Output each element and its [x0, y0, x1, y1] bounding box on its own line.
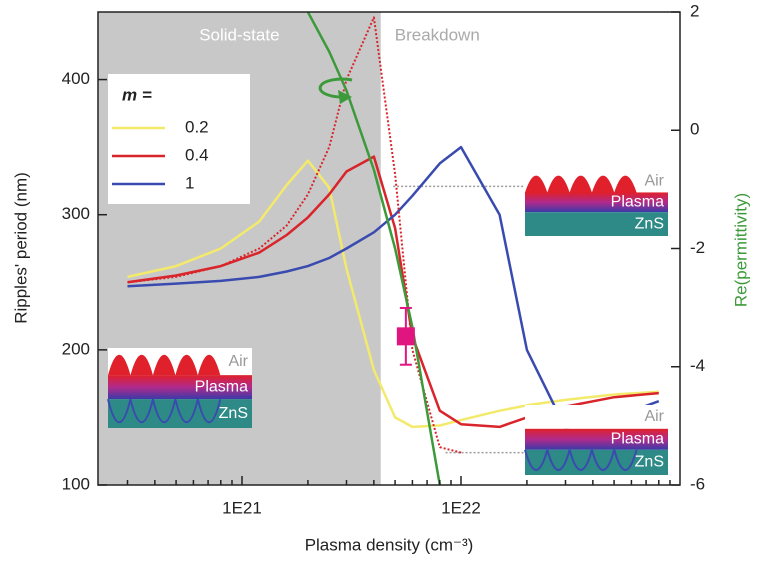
series-line — [127, 159, 659, 429]
inset-plasma — [525, 428, 668, 450]
series-line — [127, 145, 660, 430]
y2-tick-label: -6 — [690, 474, 705, 493]
legend-label: 1 — [185, 173, 194, 192]
y2-tick-label: 2 — [690, 1, 699, 20]
inset-label: Plasma — [195, 378, 248, 395]
inset-air — [525, 405, 668, 429]
y-axis-label: Ripples' period (nm) — [11, 172, 30, 324]
inset-label: Plasma — [611, 194, 664, 211]
y2-axis-label: Re(permittivity) — [731, 193, 750, 307]
inset-top-ripples — [525, 175, 637, 193]
inset-plasma — [525, 192, 668, 213]
inset-label: ZnS — [635, 215, 664, 232]
curved-arrow — [318, 77, 353, 99]
inset-plasma — [108, 375, 252, 400]
y2-tick-label: -2 — [690, 238, 705, 257]
legend-title: m = — [122, 85, 152, 104]
x-tick-label: 1E21 — [222, 498, 262, 517]
y-tick-label: 400 — [62, 69, 90, 88]
y2-tick-label: 0 — [690, 120, 699, 139]
inset-label: Air — [228, 353, 248, 370]
series-line — [306, 12, 442, 485]
x-tick-label: 1E22 — [441, 498, 481, 517]
legend-label: 0.2 — [185, 117, 209, 136]
y-tick-label: 300 — [62, 204, 90, 223]
inset-label: ZnS — [219, 405, 248, 422]
inset-label: ZnS — [635, 454, 664, 471]
region-label: Solid-state — [199, 25, 279, 44]
x-axis-label: Plasma density (cm⁻³) — [305, 535, 474, 554]
region-note: Breakdown — [395, 25, 480, 44]
arrow-head — [338, 90, 352, 104]
legend-box — [108, 74, 250, 204]
y-tick-label: 200 — [62, 339, 90, 358]
inset-bottom-ripples — [107, 398, 222, 423]
legend-label: 0.4 — [185, 145, 209, 164]
y2-tick-label: -4 — [690, 356, 705, 375]
inset-label: Plasma — [611, 431, 664, 448]
inset-top-ripples — [108, 354, 221, 376]
data-point — [396, 327, 415, 346]
inset-label: Air — [644, 172, 664, 189]
inset-zns — [525, 212, 668, 236]
y-tick-label: 100 — [62, 474, 90, 493]
inset-label: Air — [644, 408, 664, 425]
inset-bottom-ripples — [524, 446, 638, 471]
